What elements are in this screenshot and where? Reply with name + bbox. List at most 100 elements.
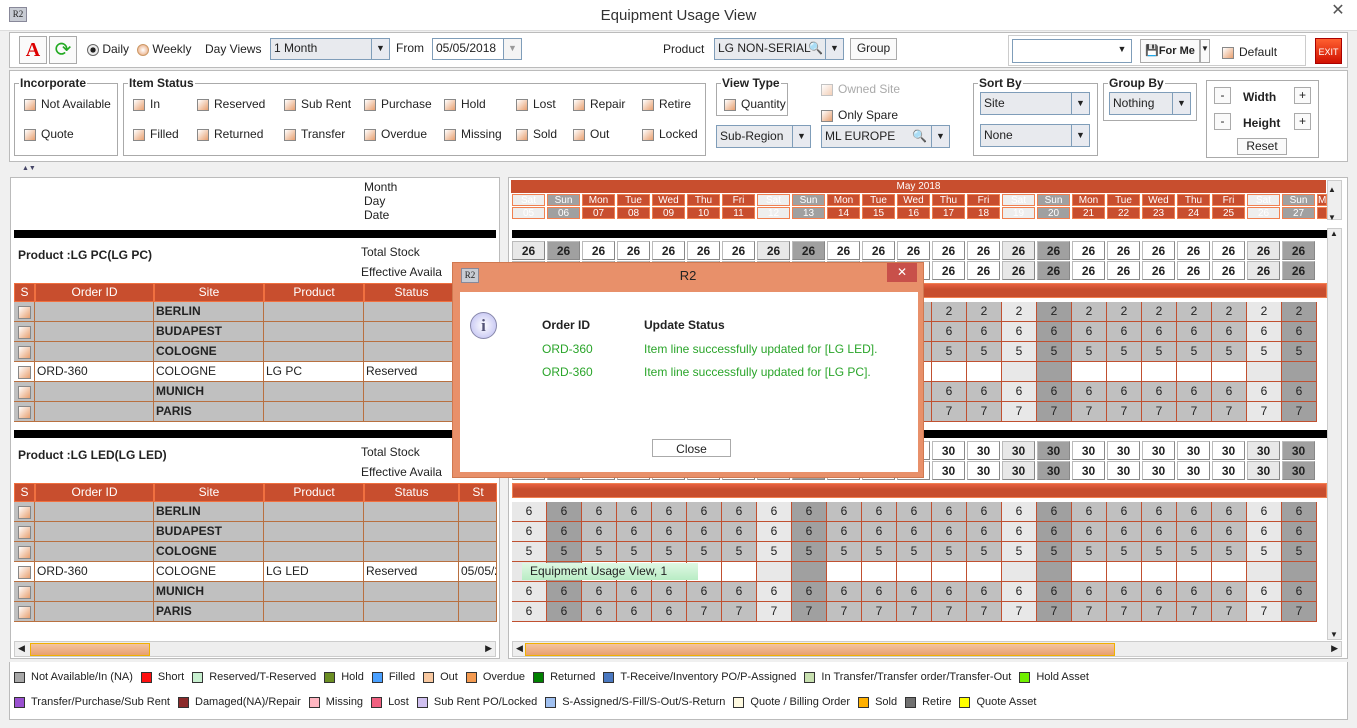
quote-checkbox[interactable]: Quote xyxy=(24,127,74,141)
availability-cell[interactable]: 7 xyxy=(1247,602,1282,622)
availability-cell[interactable]: 7 xyxy=(1212,602,1247,622)
from-date-field[interactable]: 05/05/2018 ▼ xyxy=(432,38,522,60)
availability-cell[interactable]: 6 xyxy=(652,502,687,522)
availability-cell[interactable]: 5 xyxy=(757,542,792,562)
column-header-s[interactable]: S xyxy=(14,283,35,302)
availability-cell[interactable] xyxy=(1142,362,1177,382)
availability-cell[interactable]: 6 xyxy=(722,502,757,522)
font-color-icon[interactable]: A xyxy=(19,36,47,64)
availability-cell[interactable] xyxy=(932,562,967,582)
availability-cell[interactable] xyxy=(1107,362,1142,382)
availability-cell[interactable]: 7 xyxy=(932,402,967,422)
column-header-s[interactable]: S xyxy=(14,483,35,502)
availability-cell[interactable]: 5 xyxy=(1247,542,1282,562)
reset-button[interactable]: Reset xyxy=(1237,138,1287,155)
date-header[interactable]: 21 xyxy=(1072,207,1105,219)
availability-cell[interactable]: 6 xyxy=(1142,322,1177,342)
availability-cell[interactable]: 5 xyxy=(1107,542,1142,562)
availability-cell[interactable]: 6 xyxy=(792,502,827,522)
availability-cell[interactable]: 6 xyxy=(582,602,617,622)
availability-cell[interactable]: 6 xyxy=(1142,382,1177,402)
availability-cell[interactable]: 5 xyxy=(512,542,547,562)
date-header[interactable]: 19 xyxy=(1002,207,1035,219)
availability-cell[interactable] xyxy=(1107,562,1142,582)
availability-cell[interactable]: 6 xyxy=(967,522,1002,542)
availability-cell[interactable]: 6 xyxy=(1177,382,1212,402)
row-select-checkbox[interactable] xyxy=(14,602,35,622)
availability-cell[interactable]: 5 xyxy=(1072,342,1107,362)
availability-cell[interactable]: 6 xyxy=(1107,322,1142,342)
availability-cell[interactable]: 6 xyxy=(687,522,722,542)
availability-cell[interactable]: 7 xyxy=(792,602,827,622)
availability-cell[interactable]: 2 xyxy=(1282,302,1317,322)
date-header[interactable]: 07 xyxy=(582,207,615,219)
availability-cell[interactable]: 5 xyxy=(722,542,757,562)
availability-cell[interactable] xyxy=(1072,562,1107,582)
column-header-product[interactable]: Product xyxy=(264,483,364,502)
availability-cell[interactable]: 7 xyxy=(1247,402,1282,422)
availability-cell[interactable]: 6 xyxy=(1002,382,1037,402)
availability-cell[interactable]: 6 xyxy=(722,582,757,602)
status-checkbox-out[interactable]: Out xyxy=(573,127,609,141)
date-header[interactable]: 18 xyxy=(967,207,1000,219)
splitter-arrows[interactable]: ▲▼ xyxy=(22,165,36,172)
availability-cell[interactable]: 7 xyxy=(1002,402,1037,422)
row-select-checkbox[interactable] xyxy=(14,342,35,362)
availability-cell[interactable] xyxy=(1037,362,1072,382)
availability-cell[interactable]: 5 xyxy=(967,342,1002,362)
availability-cell[interactable]: 5 xyxy=(862,542,897,562)
column-header-site[interactable]: Site xyxy=(154,283,264,302)
weekly-radio[interactable]: Weekly xyxy=(137,42,191,56)
availability-cell[interactable]: 5 xyxy=(1037,342,1072,362)
availability-cell[interactable]: 6 xyxy=(547,522,582,542)
availability-cell[interactable]: 7 xyxy=(827,602,862,622)
availability-cell[interactable]: 6 xyxy=(617,602,652,622)
row-select-checkbox[interactable] xyxy=(14,562,35,582)
availability-cell[interactable] xyxy=(932,362,967,382)
availability-cell[interactable]: 6 xyxy=(932,502,967,522)
availability-cell[interactable]: 6 xyxy=(1177,502,1212,522)
default-checkbox[interactable]: Default xyxy=(1222,45,1277,59)
availability-cell[interactable]: 2 xyxy=(967,302,1002,322)
sort-by-primary-select[interactable]: Site ▼ xyxy=(980,92,1090,115)
availability-cell[interactable]: 5 xyxy=(827,542,862,562)
dialog-close-icon[interactable]: ✕ xyxy=(887,263,917,282)
availability-cell[interactable]: 6 xyxy=(1107,522,1142,542)
availability-cell[interactable]: 6 xyxy=(617,522,652,542)
availability-cell[interactable]: 6 xyxy=(582,582,617,602)
width-minus-button[interactable]: - xyxy=(1214,87,1231,104)
close-button[interactable]: Close xyxy=(652,439,731,457)
availability-cell[interactable]: 6 xyxy=(1282,582,1317,602)
availability-cell[interactable] xyxy=(1282,562,1317,582)
availability-cell[interactable]: 2 xyxy=(1072,302,1107,322)
date-header[interactable]: 22 xyxy=(1107,207,1140,219)
date-header[interactable]: 25 xyxy=(1212,207,1245,219)
availability-cell[interactable]: 6 xyxy=(897,582,932,602)
availability-cell[interactable]: 7 xyxy=(1107,602,1142,622)
product-select[interactable]: LG NON-SERIAL 🔍 ▼ xyxy=(714,38,844,60)
availability-cell[interactable]: 7 xyxy=(862,602,897,622)
availability-cell[interactable]: 6 xyxy=(862,582,897,602)
calendar-vertical-scrollbar[interactable]: ▲ ▼ xyxy=(1327,180,1342,222)
availability-cell[interactable] xyxy=(1247,562,1282,582)
availability-cell[interactable]: 6 xyxy=(967,322,1002,342)
availability-cell[interactable]: 5 xyxy=(1142,542,1177,562)
availability-cell[interactable]: 6 xyxy=(967,502,1002,522)
availability-cell[interactable]: 5 xyxy=(932,342,967,362)
preset-select[interactable]: ▼ xyxy=(1012,39,1132,63)
date-header[interactable]: 17 xyxy=(932,207,965,219)
availability-cell[interactable] xyxy=(792,562,827,582)
date-header[interactable]: 20 xyxy=(1037,207,1070,219)
availability-cell[interactable] xyxy=(1212,362,1247,382)
availability-cell[interactable]: 6 xyxy=(1212,382,1247,402)
availability-cell[interactable]: 6 xyxy=(512,522,547,542)
status-checkbox-filled[interactable]: Filled xyxy=(133,127,179,141)
availability-cell[interactable]: 6 xyxy=(1107,582,1142,602)
availability-cell[interactable]: 6 xyxy=(1177,582,1212,602)
availability-cell[interactable]: 6 xyxy=(1142,582,1177,602)
availability-cell[interactable]: 5 xyxy=(1142,342,1177,362)
availability-cell[interactable]: 6 xyxy=(1247,502,1282,522)
availability-cell[interactable]: 6 xyxy=(1212,322,1247,342)
day-views-select[interactable]: 1 Month ▼ xyxy=(270,38,390,60)
availability-cell[interactable]: 5 xyxy=(967,542,1002,562)
